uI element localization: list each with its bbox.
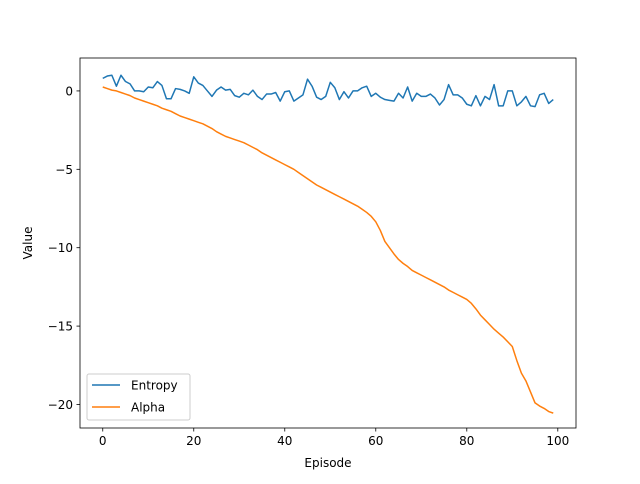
series-layer: [102, 74, 554, 414]
x-axis-ticks: 0 20 40 60 80 100: [99, 428, 569, 448]
y-tick-label: −15: [48, 320, 73, 334]
plot-area: [80, 58, 576, 428]
x-tick-label: 0: [99, 434, 107, 448]
axes-layer: [79, 57, 577, 429]
x-tick-label: 100: [546, 434, 569, 448]
legend: Entropy Alpha: [86, 373, 191, 421]
legend-label-alpha: Alpha: [131, 401, 165, 415]
x-axis-label: Episode: [304, 456, 351, 470]
series-line-alpha: [102, 86, 554, 414]
series-line-entropy: [102, 74, 554, 108]
y-tick-label: −5: [55, 163, 73, 177]
plot-frame: [79, 57, 577, 429]
x-tick-label: 60: [368, 434, 383, 448]
y-tick-label: −20: [48, 398, 73, 412]
y-axis-ticks: 0 −5 −10 −15 −20: [48, 84, 80, 412]
y-tick-label: 0: [65, 84, 73, 98]
y-tick-label: −10: [48, 241, 73, 255]
legend-label-entropy: Entropy: [131, 379, 178, 393]
x-tick-label: 40: [277, 434, 292, 448]
y-axis-label: Value: [21, 227, 35, 260]
x-tick-label: 80: [459, 434, 474, 448]
x-tick-label: 20: [186, 434, 201, 448]
